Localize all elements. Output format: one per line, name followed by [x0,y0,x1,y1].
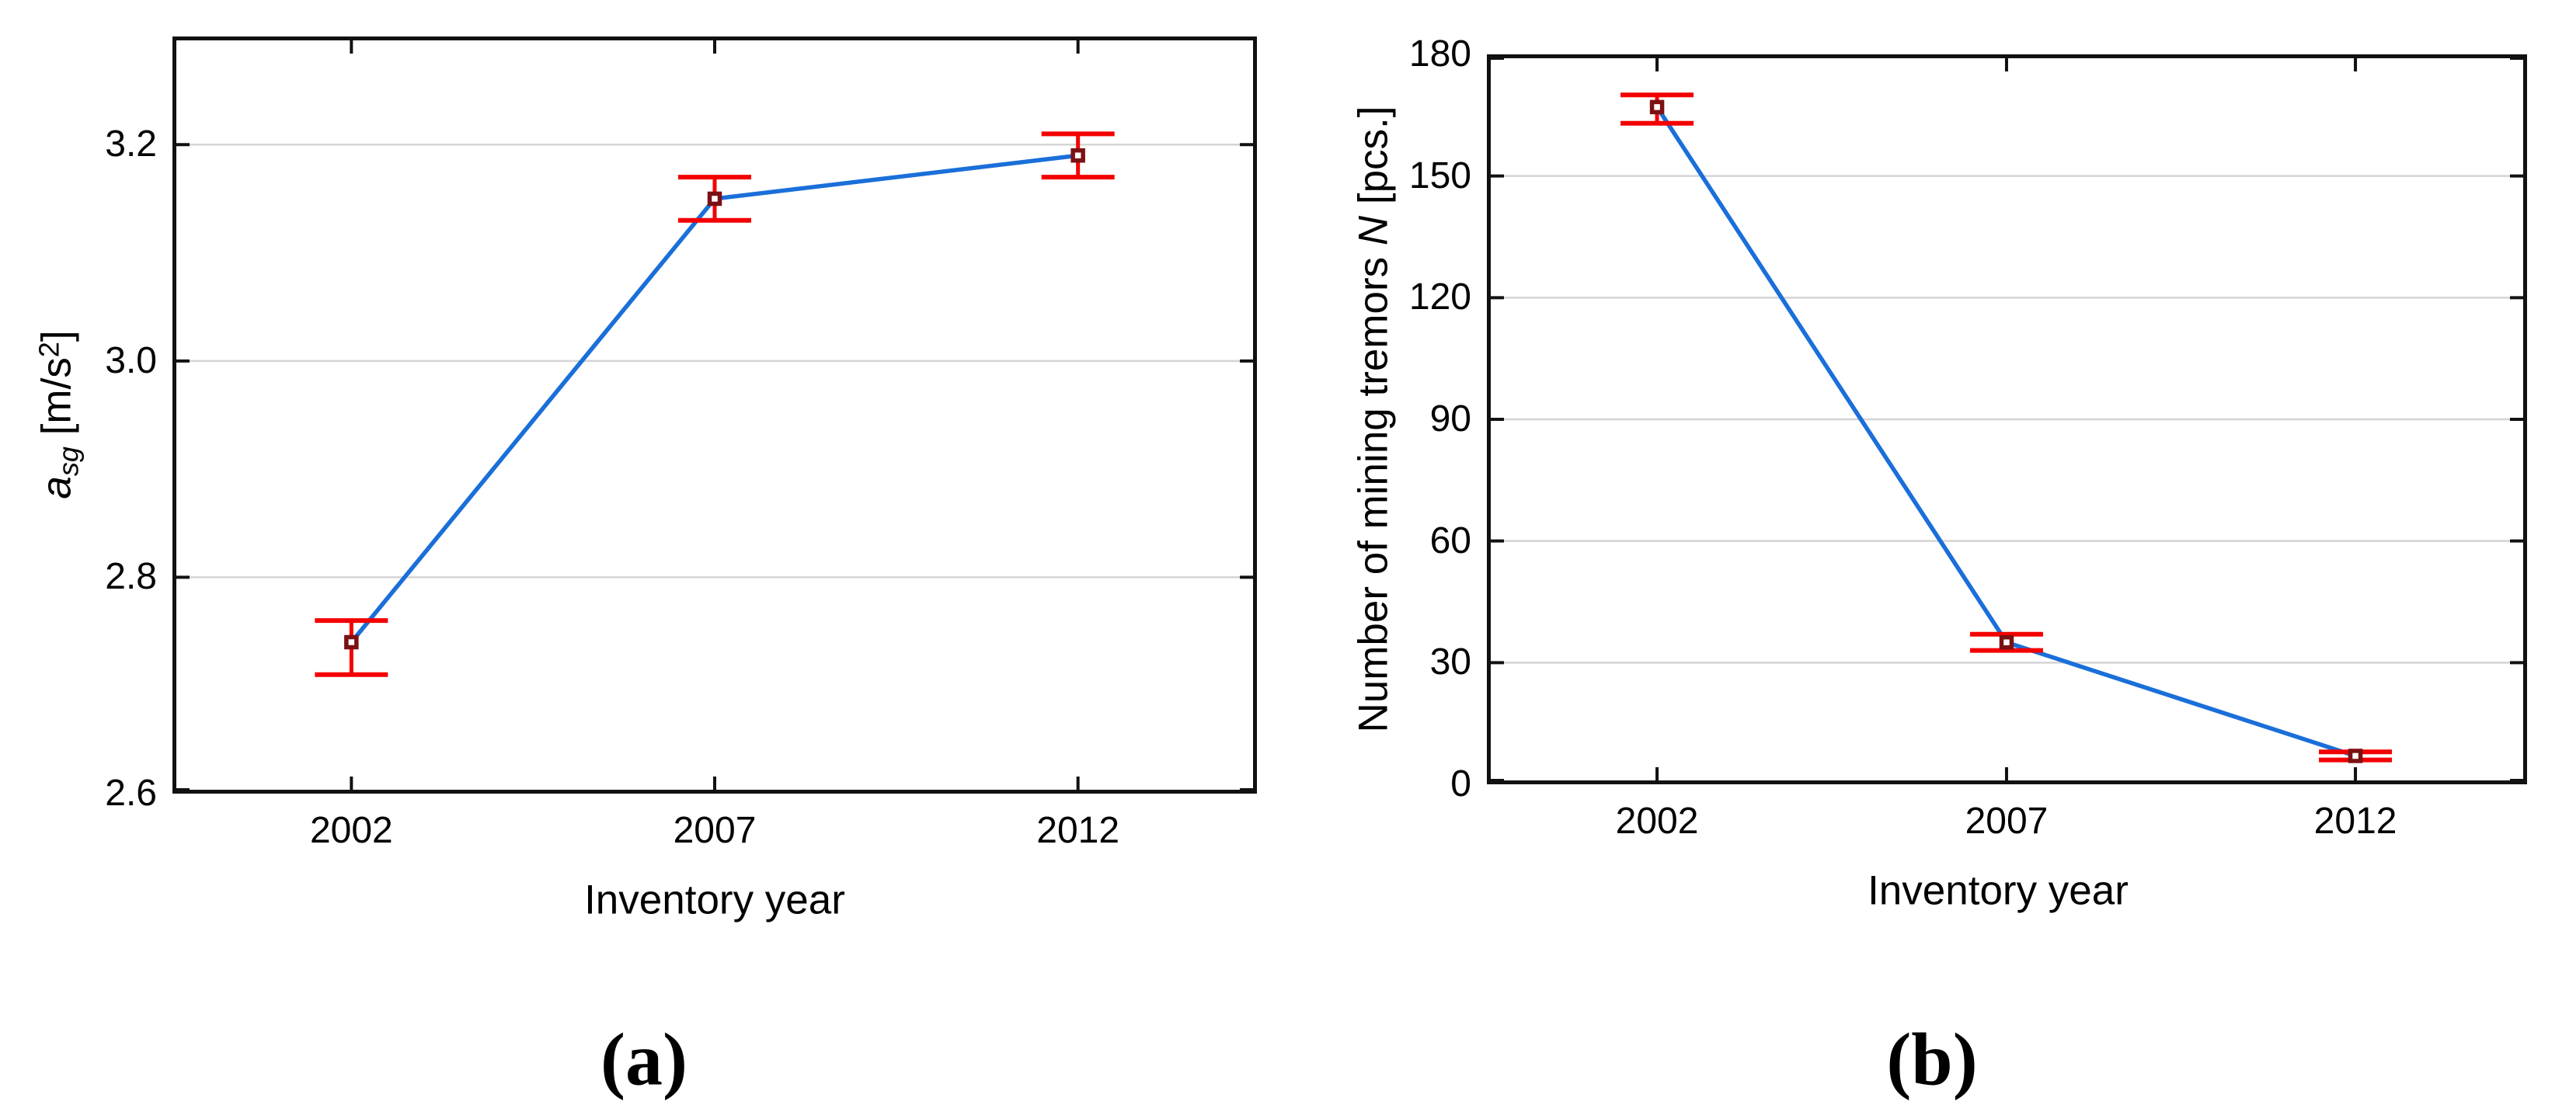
panel-caption-a: (a) [600,1017,688,1101]
x-tick-label: 2007 [673,810,757,851]
chart-canvas-a [172,36,1257,794]
x-axis-title-chart-a: Inventory year [584,877,845,923]
data-marker-2007 [1999,634,2014,650]
data-marker-2012 [2348,749,2363,763]
plot-border [1487,54,2527,784]
x-tick-label: 2012 [1036,810,1120,851]
x-tick-label: 2012 [2313,801,2397,842]
y-tick-label: 2.6 [105,773,157,814]
data-marker-2007 [707,191,722,207]
data-marker-2012 [1070,148,1085,163]
y-tick-label: 60 [1429,520,1471,561]
data-marker-2002 [344,634,359,650]
x-tick-label: 2002 [1615,801,1699,842]
plot-area-chart-b [1487,54,2527,784]
data-line [350,153,1078,644]
y-tick-label: 0 [1450,763,1471,804]
y-axis-variable-subscript-a: sg [52,447,85,477]
plot-border [172,36,1257,794]
x-tick-label: 2007 [1965,801,2049,842]
y-tick-label: 2.8 [105,556,157,598]
y-tick-label: 3.0 [105,339,157,381]
y-axis-variable-b: N [1350,215,1397,246]
chart-canvas-b [1487,54,2527,784]
y-axis-variable-a: a [33,476,80,499]
y-tick-label: 180 [1408,33,1471,75]
data-line [1655,106,2356,759]
x-axis-title-chart-b: Inventory year [1868,867,2129,914]
y-tick-label: 150 [1408,155,1471,196]
plot-area-chart-a [172,36,1257,794]
y-tick-label: 90 [1429,398,1471,440]
y-tick-label: 30 [1429,641,1471,683]
y-tick-label: 120 [1408,276,1471,318]
panel-caption-b: (b) [1886,1017,1978,1101]
x-tick-label: 2002 [309,810,393,851]
data-marker-2002 [1649,99,1665,115]
y-tick-label: 3.2 [105,123,157,165]
